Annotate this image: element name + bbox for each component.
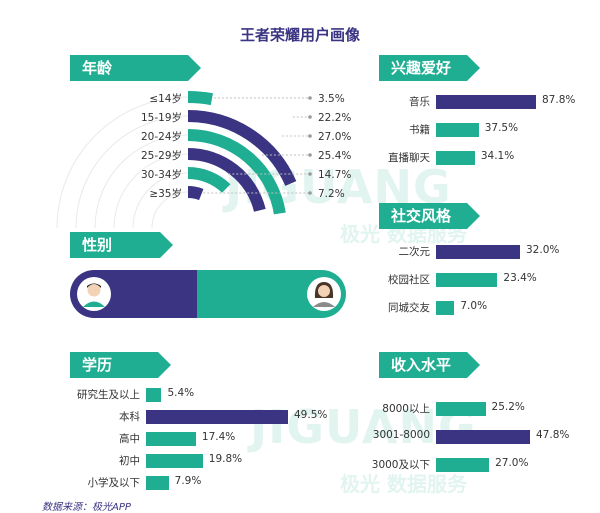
female-avatar-icon: [307, 277, 341, 311]
interest-value: 87.8%: [542, 94, 576, 106]
social-value: 7.0%: [460, 300, 488, 312]
education-bar: [146, 476, 169, 490]
income-label: 3001-8000: [372, 429, 430, 441]
age-arc-3: [187, 148, 266, 212]
interest-label: 直播聊天: [388, 152, 430, 164]
education-header: 学历: [70, 352, 171, 378]
age-value-label: 7.2%: [318, 188, 345, 200]
age-value-label: 3.5%: [318, 93, 345, 105]
age-arc-0: [187, 91, 213, 106]
social-label: 二次元: [398, 246, 431, 258]
interest-bar: [436, 123, 479, 137]
age-value-label: 22.2%: [318, 112, 351, 124]
age-guide-arc: [113, 153, 189, 229]
income-bar: [436, 458, 490, 472]
data-source: 数据来源：极光APP: [42, 502, 131, 513]
social-label: 校园社区: [388, 274, 430, 286]
interest-bar: [436, 95, 536, 109]
education-label: 初中: [119, 455, 140, 467]
social-bar: [436, 245, 520, 259]
education-bar: [146, 432, 196, 446]
education-value: 7.9%: [174, 475, 202, 487]
social-label: 同城交友: [388, 302, 430, 314]
age-value-label: 27.0%: [318, 131, 351, 143]
age-arc-1: [187, 110, 297, 186]
education-label: 小学及以下: [87, 477, 141, 489]
gender-female-value: 54.1%: [240, 17, 279, 31]
male-avatar-icon: [77, 277, 111, 311]
education-value: 19.8%: [208, 453, 243, 465]
income-value: 27.0%: [495, 457, 529, 469]
income-header: 收入水平: [379, 352, 480, 378]
interest-header: 兴趣爱好: [379, 55, 480, 81]
page-title: 王者荣耀用户画像: [239, 26, 360, 44]
education-bar: [146, 454, 203, 468]
income-value: 25.2%: [491, 401, 525, 413]
age-category-label: ≤14岁: [149, 92, 182, 105]
interest-bar: [436, 151, 475, 165]
income-bar: [436, 402, 486, 416]
education-bar: [146, 388, 162, 402]
age-arc-2: [187, 129, 286, 215]
age-leader-dot: [308, 191, 312, 195]
age-category-label: 15-19岁: [141, 111, 182, 124]
social-value: 32.0%: [526, 244, 560, 256]
age-category-label: 20-24岁: [141, 130, 182, 143]
age-arc-4: [187, 167, 231, 194]
education-label: 本科: [119, 411, 140, 423]
gender-male-value: 45.9%: [128, 17, 167, 31]
age-value-label: 25.4%: [318, 150, 351, 162]
age-leader-dot: [308, 134, 312, 138]
age-leader-dot: [308, 96, 312, 100]
age-value-label: 14.7%: [318, 169, 351, 181]
age-category-label: 25-29岁: [141, 149, 182, 162]
income-bar: [436, 430, 530, 444]
interest-value: 37.5%: [484, 122, 519, 134]
age-category-label: 30-34岁: [141, 168, 182, 181]
age-category-label: ≥35岁: [149, 187, 182, 200]
interest-label: 书籍: [409, 124, 430, 136]
age-guide-arc: [132, 172, 189, 229]
age-arc-5: [187, 186, 204, 201]
age-guide-arc: [94, 134, 189, 229]
income-label: 3000及以下: [371, 459, 430, 471]
education-bar: [146, 410, 288, 424]
social-bar: [436, 301, 455, 315]
age-leader-dot: [308, 115, 312, 119]
social-bar: [436, 273, 498, 287]
education-label: 高中: [119, 433, 140, 445]
age-guide-arc: [56, 96, 189, 229]
social-header: 社交风格: [379, 203, 480, 229]
education-value: 49.5%: [294, 409, 328, 421]
income-value: 47.8%: [536, 429, 570, 441]
age-leader-dot: [308, 153, 312, 157]
gender-header: 性别: [70, 232, 173, 258]
age-guide-arc: [151, 191, 189, 229]
education-value: 17.4%: [201, 431, 236, 443]
age-leader-dot: [308, 172, 312, 176]
education-value: 5.4%: [167, 387, 195, 399]
income-label: 8000以上: [382, 403, 430, 415]
interest-value: 34.1%: [480, 150, 515, 162]
age-header: 年龄: [70, 55, 201, 81]
social-value: 23.4%: [503, 272, 537, 284]
age-guide-arc: [75, 115, 189, 229]
education-label: 研究生及以上: [77, 389, 140, 401]
interest-label: 音乐: [409, 96, 430, 108]
